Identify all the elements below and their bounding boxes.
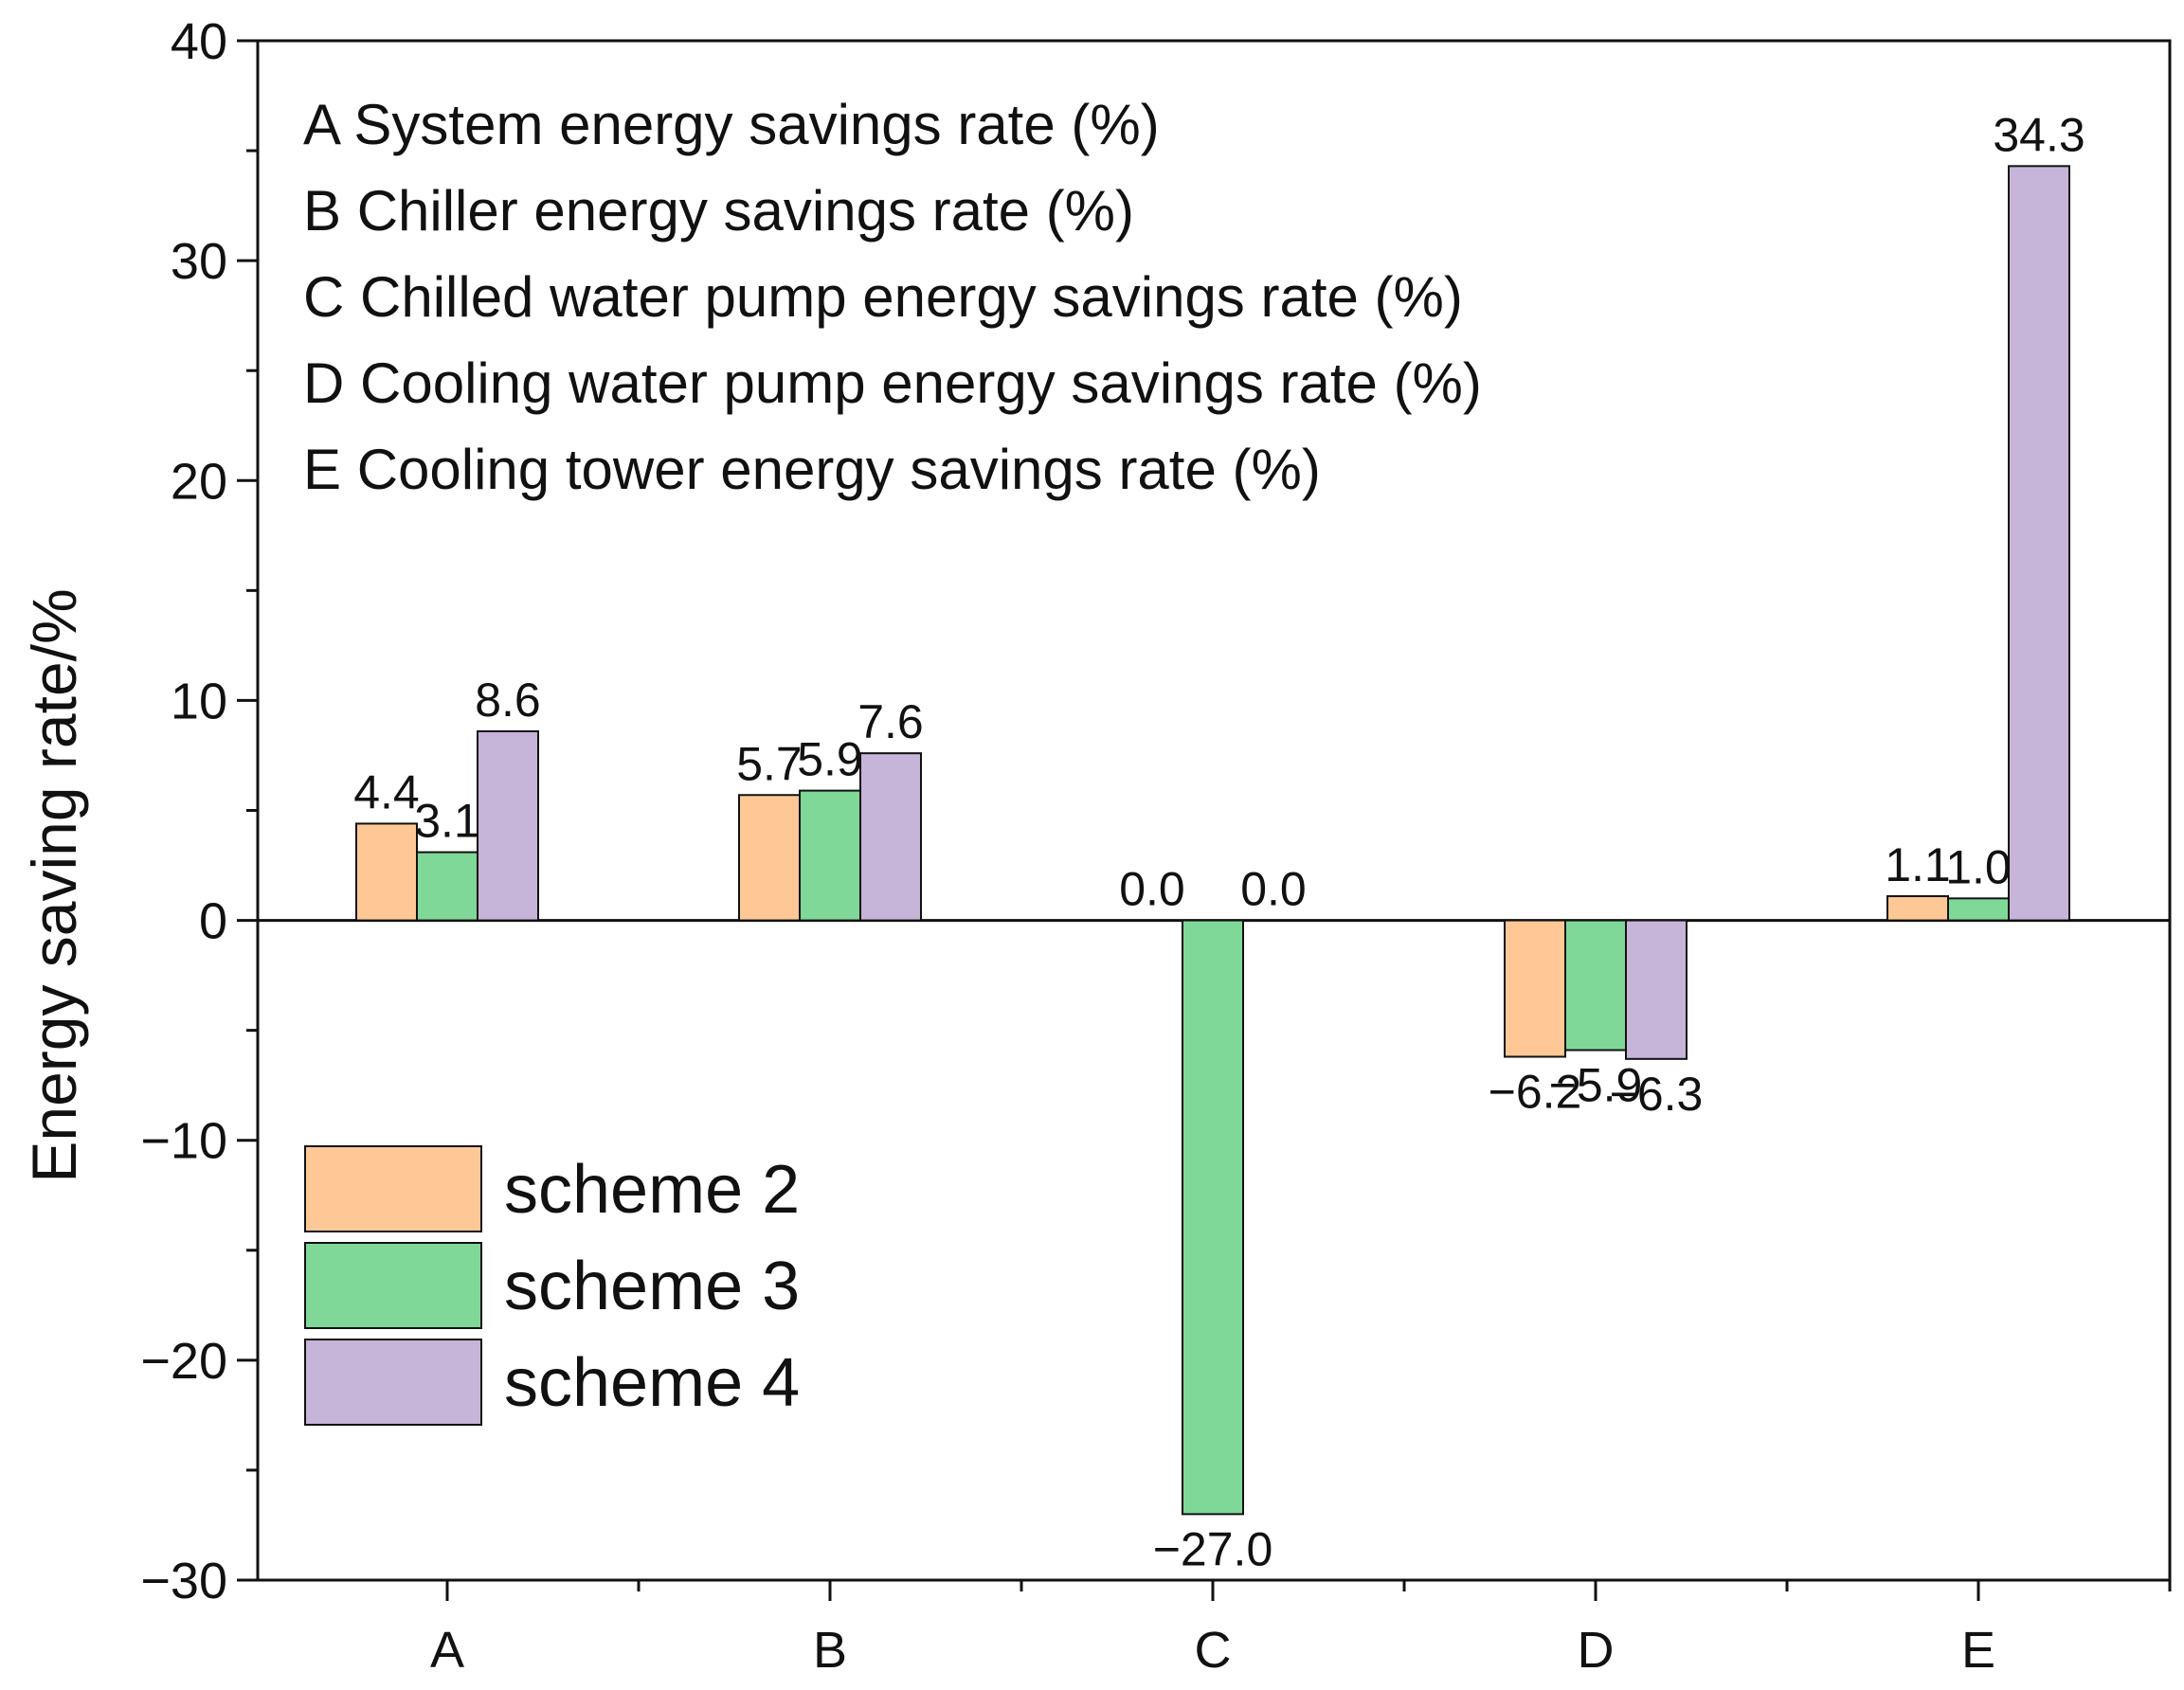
y-tick-label: 0 (199, 893, 227, 950)
legend-label: scheme 2 (504, 1152, 800, 1228)
bar (1947, 897, 2010, 922)
bar (859, 752, 922, 922)
bar (1182, 919, 1244, 1516)
category-note: C Chilled water pump energy savings rate… (303, 265, 1463, 329)
data-label: 1.1 (1885, 838, 1951, 891)
x-category-label: C (1195, 1622, 1232, 1679)
y-tick-label: −20 (140, 1333, 227, 1390)
data-label: 8.6 (475, 674, 541, 727)
category-notes: A System energy savings rate (%) B Chille… (303, 93, 1482, 501)
y-tick-label: 10 (171, 673, 227, 729)
legend-swatch (304, 1339, 482, 1426)
bar (799, 789, 861, 922)
bar (2008, 165, 2070, 922)
legend-swatch (304, 1242, 482, 1329)
data-label: −6.2 (1489, 1066, 1582, 1119)
bar (355, 822, 418, 922)
category-note: D Cooling water pump energy savings rate… (303, 351, 1482, 415)
bar (1625, 919, 1688, 1060)
y-tick-label: −30 (140, 1553, 227, 1609)
legend-label: scheme 3 (504, 1249, 800, 1324)
data-label: −27.0 (1153, 1522, 1273, 1575)
y-tick-label: 30 (171, 233, 227, 290)
category-note: A System energy savings rate (%) (303, 93, 1160, 156)
category-note: B Chiller energy savings rate (%) (303, 179, 1134, 243)
y-tick-label: 40 (171, 13, 227, 70)
category-note: E Cooling tower energy savings rate (%) (303, 438, 1321, 501)
data-labels: 4.4 5.7 0.0 −6.2 1.1 3.1 5.9 −27.0 −5.9 1.0 8.6 7.6… (353, 108, 2085, 1575)
data-label: 34.3 (1993, 108, 2085, 161)
bar (477, 729, 539, 922)
legend-swatch (304, 1145, 482, 1232)
x-category-label: E (1961, 1622, 1995, 1679)
bars (355, 165, 2070, 1516)
y-axis-label: Energy saving rate/% (19, 588, 89, 1182)
data-label: 1.0 (1945, 840, 2012, 893)
x-category-label: A (430, 1622, 464, 1679)
data-label: −5.9 (1549, 1059, 1643, 1112)
data-label: 5.7 (736, 737, 803, 790)
legend: scheme 2 scheme 3 scheme 4 (304, 1145, 800, 1426)
axes: 40 30 20 10 0 −10 −20 −30 A B C D E (140, 13, 2172, 1679)
bar (1504, 919, 1566, 1058)
x-category-label: D (1578, 1622, 1615, 1679)
bar (416, 851, 478, 922)
data-label: 0.0 (1119, 863, 1185, 916)
data-label: 5.9 (797, 733, 863, 786)
data-label: 3.1 (414, 795, 480, 848)
data-label: 7.6 (857, 695, 924, 748)
data-label: 0.0 (1240, 863, 1307, 916)
bar (1564, 919, 1627, 1052)
y-tick-label: −10 (140, 1113, 227, 1170)
legend-label: scheme 4 (504, 1345, 800, 1421)
bar (738, 794, 801, 922)
y-tick-label: 20 (171, 453, 227, 510)
bar (1886, 895, 1949, 922)
data-label: 4.4 (353, 765, 420, 818)
x-category-label: B (813, 1622, 847, 1679)
data-label: −6.3 (1610, 1068, 1704, 1121)
